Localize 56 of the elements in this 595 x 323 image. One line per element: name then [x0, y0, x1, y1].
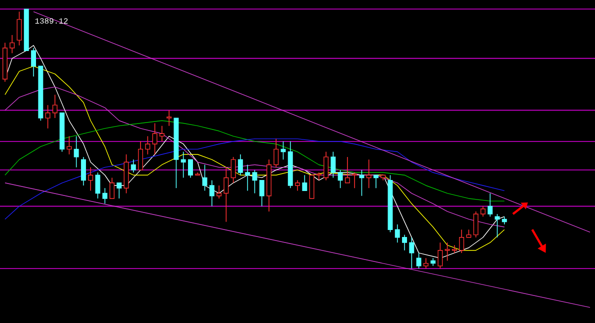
candlestick — [444, 242, 450, 262]
candlestick — [102, 188, 108, 204]
candlestick — [309, 174, 314, 199]
candlestick — [459, 229, 464, 254]
candlestick — [88, 166, 94, 192]
candlestick — [352, 172, 358, 188]
candlestick — [259, 180, 264, 207]
candlestick — [166, 110, 172, 126]
candlestick — [52, 94, 58, 118]
candlestick — [488, 192, 493, 218]
candlestick — [145, 136, 150, 155]
candlestick — [45, 104, 50, 129]
candlestick — [152, 122, 158, 155]
candlestick — [245, 164, 250, 192]
candlestick — [423, 258, 428, 269]
candlestick — [473, 211, 478, 238]
candlestick — [416, 252, 422, 269]
candlestick — [324, 151, 329, 181]
candlestick — [216, 185, 222, 199]
candlestick — [316, 172, 322, 181]
candlestick — [252, 170, 258, 194]
candlestick — [344, 156, 350, 184]
candlestick — [116, 182, 122, 199]
candlestick — [274, 138, 279, 168]
candlestick — [438, 242, 443, 269]
candlestick — [130, 159, 136, 173]
candlestick — [74, 136, 79, 168]
candlestick — [10, 34, 15, 54]
candlestick — [224, 166, 229, 222]
candlestick — [330, 151, 336, 178]
candlestick — [280, 140, 286, 160]
candlestick — [409, 236, 414, 269]
candlestick — [209, 180, 214, 207]
candlestick — [16, 11, 22, 46]
candlestick — [402, 234, 408, 251]
candlestick — [452, 244, 457, 254]
candlestick — [494, 214, 500, 238]
candlestick — [138, 140, 144, 170]
candlestick — [480, 206, 486, 218]
candlestick — [180, 151, 186, 178]
candlestick — [366, 159, 372, 188]
candlestick — [394, 224, 400, 243]
candlestick — [230, 156, 236, 184]
candlestick — [238, 154, 243, 176]
candlestick — [373, 174, 378, 188]
candlestick — [202, 164, 208, 192]
candlestick — [188, 159, 193, 178]
candlestick — [295, 180, 300, 192]
candlestick — [110, 177, 114, 199]
candlestick — [359, 170, 364, 196]
candlestick — [80, 156, 86, 186]
candlestick — [159, 125, 164, 142]
candlestick — [66, 136, 72, 155]
candlestick — [302, 174, 308, 192]
candlestick — [338, 170, 343, 188]
candlestick — [31, 48, 36, 77]
